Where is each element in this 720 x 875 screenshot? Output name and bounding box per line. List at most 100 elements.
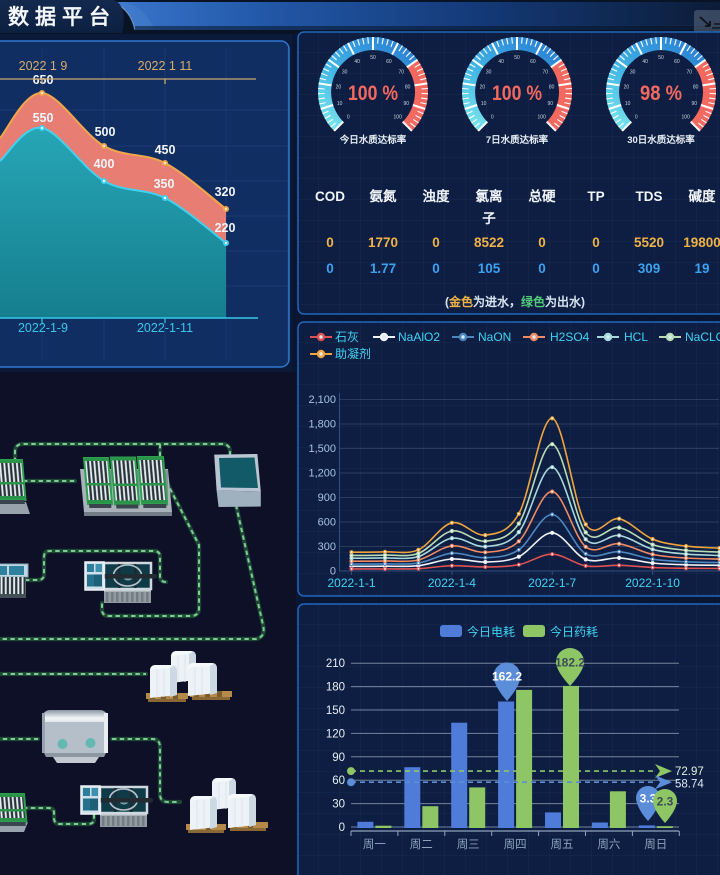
svg-text:50: 50 xyxy=(658,55,664,61)
svg-text:50: 50 xyxy=(370,55,376,61)
svg-text:320: 320 xyxy=(215,185,236,199)
svg-text:2022-1-10: 2022-1-10 xyxy=(625,576,680,590)
svg-text:40: 40 xyxy=(642,59,648,65)
svg-text:0: 0 xyxy=(432,235,440,250)
svg-text:309: 309 xyxy=(638,261,661,276)
svg-text:今日药耗: 今日药耗 xyxy=(550,624,598,639)
svg-text:60: 60 xyxy=(530,59,536,65)
svg-text:今日水质达标率: 今日水质达标率 xyxy=(339,134,407,146)
svg-text:60: 60 xyxy=(386,59,392,65)
svg-text:150: 150 xyxy=(326,705,345,717)
svg-text:100 %: 100 % xyxy=(492,82,542,105)
svg-text:300: 300 xyxy=(318,541,336,553)
svg-text:周一: 周一 xyxy=(363,838,386,851)
svg-text:2.3: 2.3 xyxy=(657,795,674,809)
svg-text:210: 210 xyxy=(326,658,345,670)
svg-text:COD: COD xyxy=(315,189,345,204)
svg-text:90: 90 xyxy=(404,101,410,107)
svg-text:数据平台: 数据平台 xyxy=(8,5,116,29)
svg-text:20: 20 xyxy=(624,85,630,91)
svg-text:72.97: 72.97 xyxy=(675,766,704,778)
svg-text:60: 60 xyxy=(674,59,680,65)
svg-text:氯离: 氯离 xyxy=(476,188,503,204)
svg-text:1,500: 1,500 xyxy=(308,443,336,455)
svg-text:450: 450 xyxy=(155,143,176,157)
svg-text:10: 10 xyxy=(625,101,631,107)
svg-text:3.3: 3.3 xyxy=(640,792,657,806)
svg-text:70: 70 xyxy=(687,69,693,75)
svg-text:30: 30 xyxy=(332,799,345,811)
svg-text:助凝剂: 助凝剂 xyxy=(335,346,371,361)
svg-text:5520: 5520 xyxy=(634,235,664,250)
svg-text:子: 子 xyxy=(482,211,496,226)
svg-text:600: 600 xyxy=(318,517,336,529)
svg-text:浊度: 浊度 xyxy=(423,188,450,204)
svg-text:20: 20 xyxy=(480,85,486,91)
svg-text:220: 220 xyxy=(215,221,236,235)
svg-text:40: 40 xyxy=(354,59,360,65)
svg-text:0: 0 xyxy=(491,115,494,121)
svg-text:1770: 1770 xyxy=(368,235,398,250)
svg-text:350: 350 xyxy=(154,177,175,191)
svg-text:40: 40 xyxy=(498,59,504,65)
svg-text:2022-1-9: 2022-1-9 xyxy=(18,321,68,335)
svg-text:HCL: HCL xyxy=(624,330,648,344)
svg-text:70: 70 xyxy=(543,69,549,75)
svg-text:100: 100 xyxy=(394,115,403,121)
svg-text:58.74: 58.74 xyxy=(675,779,704,791)
svg-text:650: 650 xyxy=(33,73,54,87)
svg-text:0: 0 xyxy=(635,115,638,121)
svg-text:0: 0 xyxy=(339,822,345,834)
svg-text:周五: 周五 xyxy=(551,838,574,851)
svg-text:2022-1-4: 2022-1-4 xyxy=(428,576,476,590)
svg-text:H2SO4: H2SO4 xyxy=(550,330,590,344)
svg-text:氨氮: 氨氮 xyxy=(370,188,397,204)
svg-text:19: 19 xyxy=(694,261,709,276)
svg-text:100 %: 100 % xyxy=(348,82,398,105)
svg-text:30: 30 xyxy=(630,69,636,75)
svg-text:19800: 19800 xyxy=(683,235,720,250)
svg-text:162.2: 162.2 xyxy=(492,670,522,684)
svg-text:NaON: NaON xyxy=(478,330,511,344)
svg-text:80: 80 xyxy=(405,85,411,91)
svg-text:TDS: TDS xyxy=(636,189,663,204)
svg-text:今日电耗: 今日电耗 xyxy=(467,624,515,639)
svg-text:0: 0 xyxy=(326,261,334,276)
svg-text:NaAlO2: NaAlO2 xyxy=(398,330,440,344)
svg-text:1,200: 1,200 xyxy=(308,468,336,480)
svg-text:30: 30 xyxy=(342,69,348,75)
svg-text:周二: 周二 xyxy=(410,838,433,851)
svg-text:0: 0 xyxy=(538,261,546,276)
svg-text:0: 0 xyxy=(432,261,440,276)
svg-text:10: 10 xyxy=(337,101,343,107)
svg-text:100: 100 xyxy=(538,115,547,121)
svg-text:2022 1 9: 2022 1 9 xyxy=(19,59,68,73)
svg-text:400: 400 xyxy=(94,157,115,171)
svg-text:10: 10 xyxy=(481,101,487,107)
svg-text:总硬: 总硬 xyxy=(529,188,557,204)
svg-text:120: 120 xyxy=(326,728,345,740)
svg-text:2022-1-11: 2022-1-11 xyxy=(137,321,193,335)
svg-text:周三: 周三 xyxy=(457,838,480,851)
svg-text:(金色为进水，绿色为出水): (金色为进水，绿色为出水) xyxy=(445,294,585,309)
svg-text:NaCLO: NaCLO xyxy=(685,330,720,344)
svg-text:周六: 周六 xyxy=(597,838,620,851)
svg-text:70: 70 xyxy=(399,69,405,75)
svg-text:90: 90 xyxy=(332,752,345,764)
svg-text:0: 0 xyxy=(592,235,600,250)
svg-text:90: 90 xyxy=(692,101,698,107)
svg-text:1,800: 1,800 xyxy=(308,419,336,431)
svg-text:0: 0 xyxy=(330,566,336,578)
svg-text:500: 500 xyxy=(95,125,116,139)
svg-text:0: 0 xyxy=(592,261,600,276)
svg-text:50: 50 xyxy=(514,55,520,61)
svg-text:182.2: 182.2 xyxy=(555,656,585,670)
svg-text:2022-1-7: 2022-1-7 xyxy=(528,576,576,590)
svg-text:180: 180 xyxy=(326,682,345,694)
svg-text:30: 30 xyxy=(486,69,492,75)
svg-text:碱度: 碱度 xyxy=(689,188,717,204)
svg-text:0: 0 xyxy=(326,235,334,250)
svg-text:7日水质达标率: 7日水质达标率 xyxy=(486,134,549,146)
svg-text:石灰: 石灰 xyxy=(335,330,359,344)
svg-text:60: 60 xyxy=(332,775,345,787)
